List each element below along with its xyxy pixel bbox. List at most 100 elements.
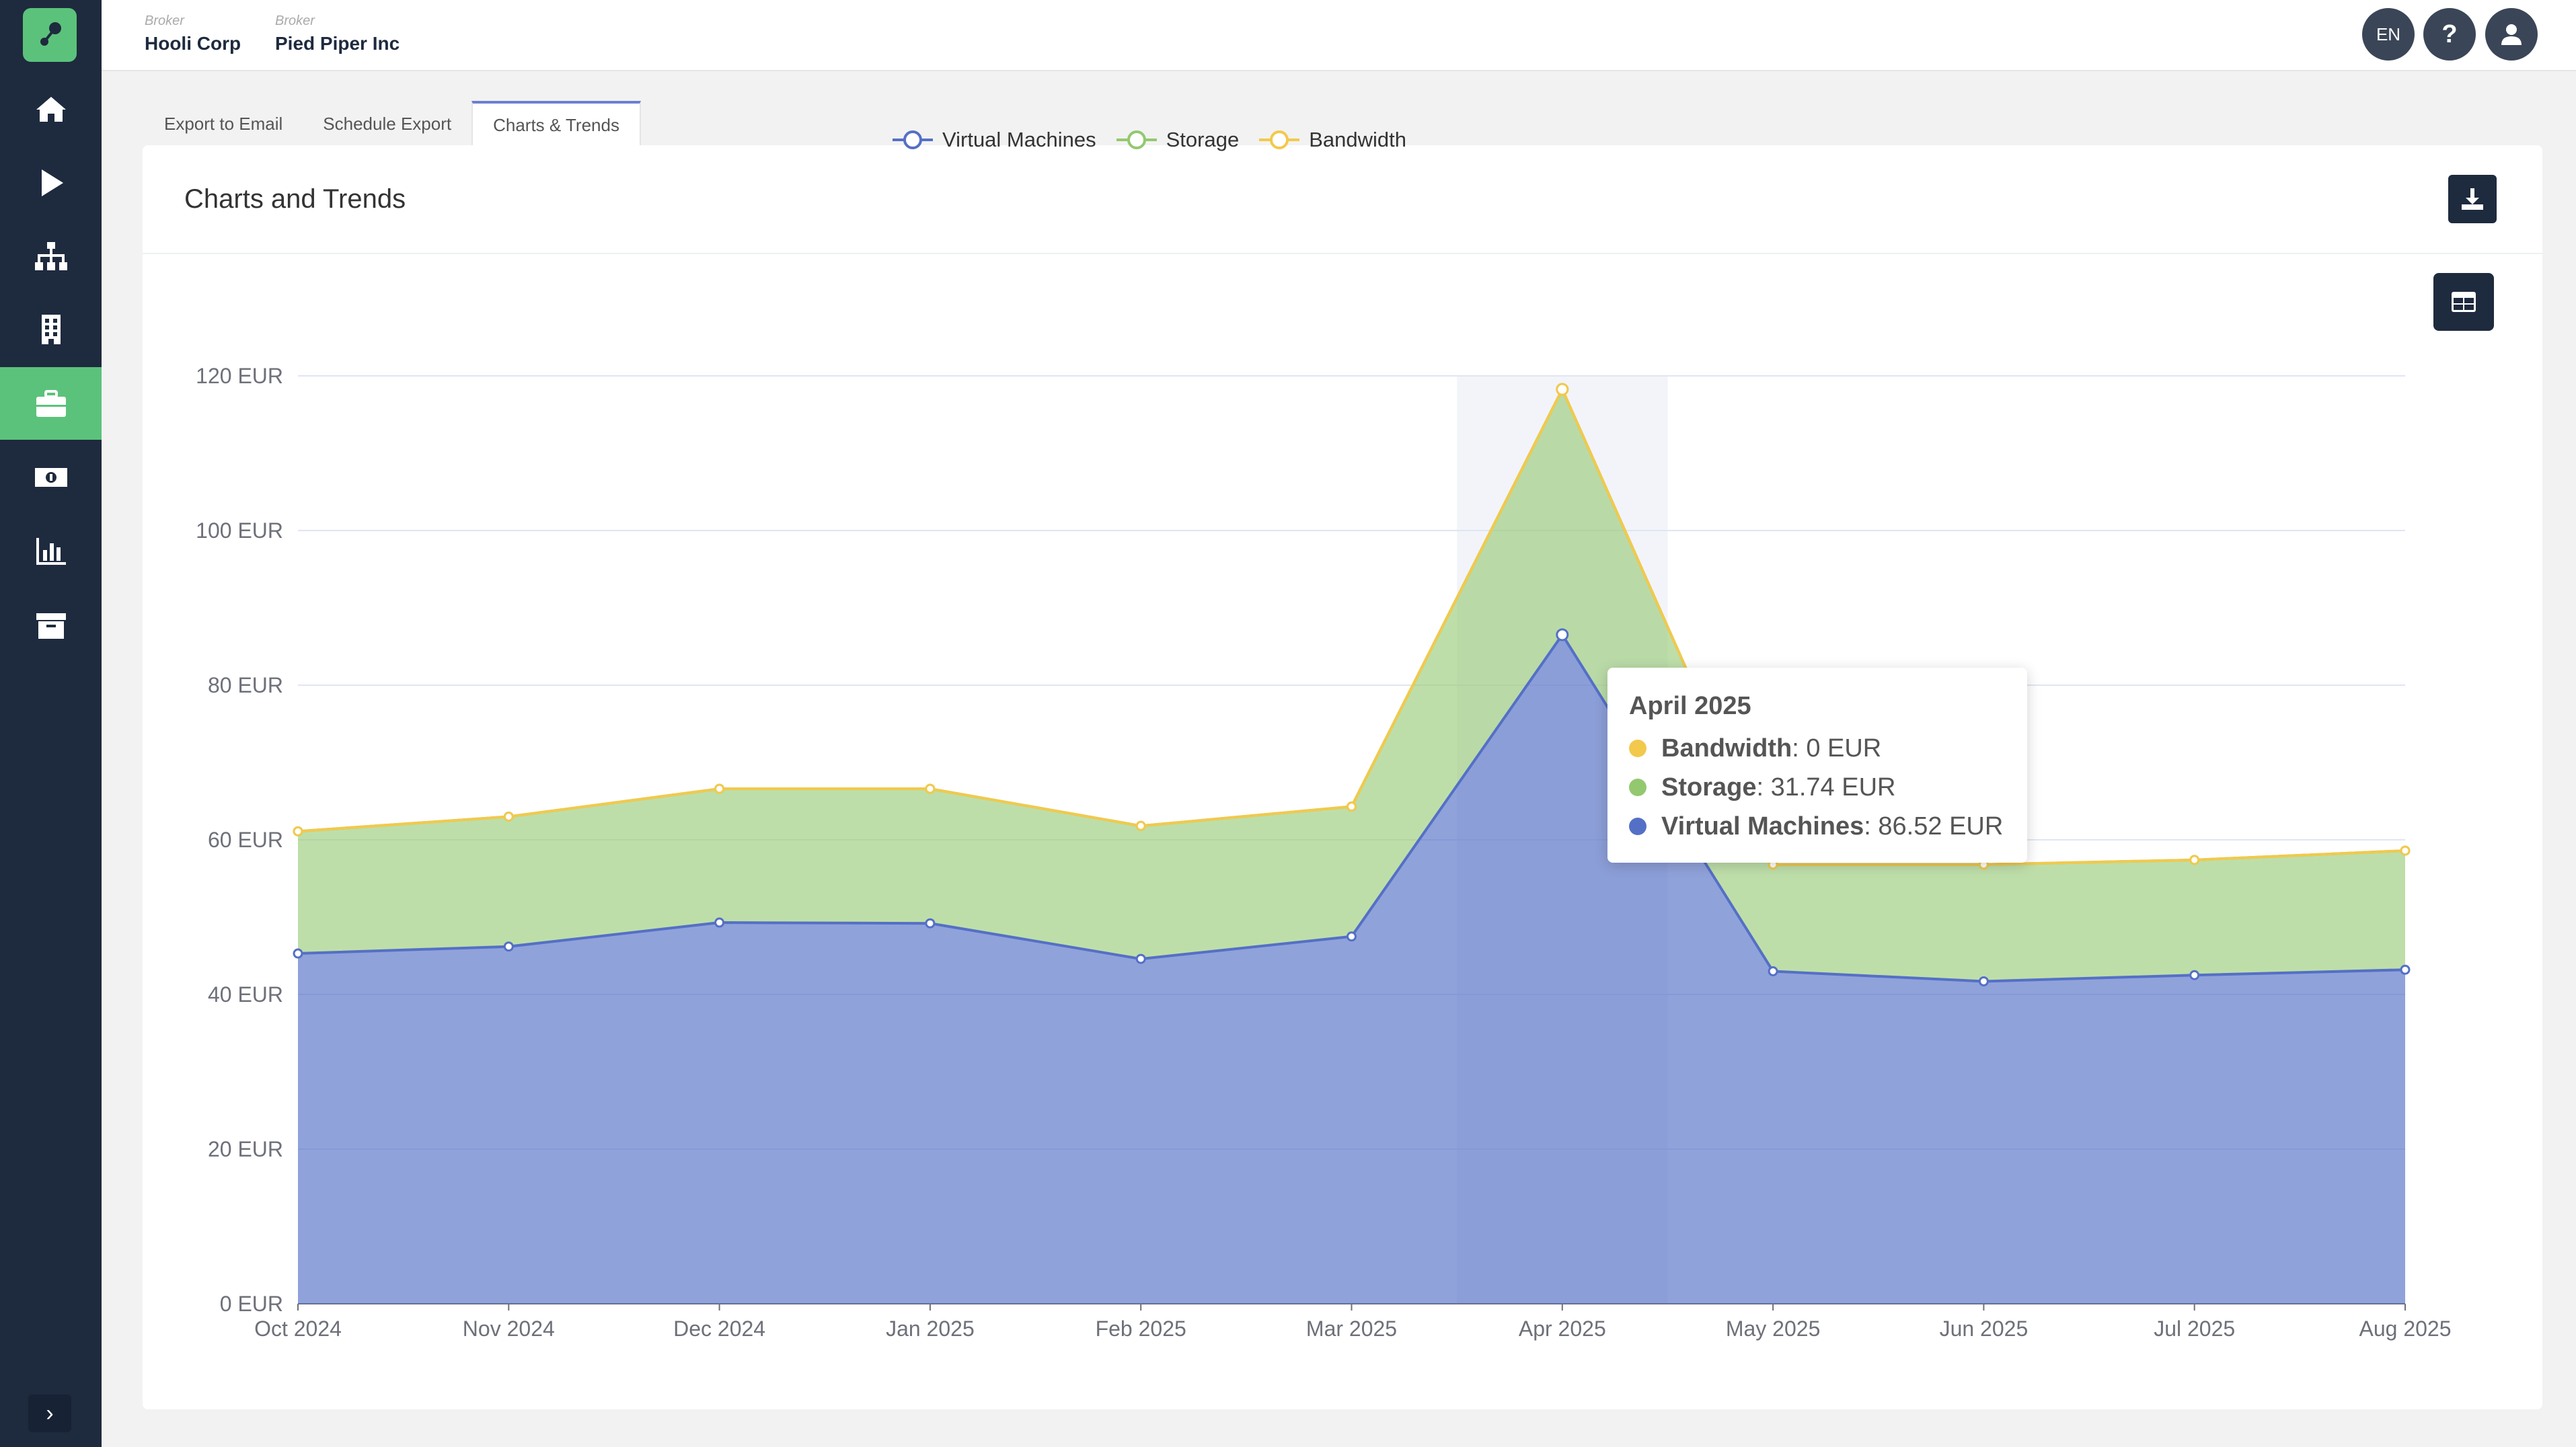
x-tick-label: Mar 2025	[1306, 1317, 1397, 1341]
tooltip-value: : 86.52 EUR	[1864, 812, 2004, 840]
collapse-sidebar-button[interactable]: ›	[28, 1395, 71, 1432]
legend-item-virtual-machines[interactable]: Virtual Machines	[891, 126, 1096, 153]
logo-icon	[40, 22, 61, 46]
sidebar: ›	[0, 0, 102, 1447]
sidebar-item-building[interactable]	[0, 293, 102, 366]
x-tick-label: Aug 2025	[2359, 1317, 2451, 1341]
point-virtual-machines	[2400, 964, 2411, 975]
sidebar-item-archive[interactable]	[0, 589, 102, 662]
sidebar-item-money[interactable]	[0, 441, 102, 514]
legend-label: Virtual Machines	[942, 128, 1096, 151]
legend-item-bandwidth[interactable]: Bandwidth	[1258, 126, 1406, 153]
point-bandwidth	[1347, 801, 1357, 812]
download-icon	[2462, 188, 2483, 210]
area-bandwidth	[298, 389, 2405, 865]
y-tick-label: 0 EUR	[220, 1292, 283, 1316]
point-virtual-machines	[925, 918, 936, 929]
tooltip-series-name: Virtual Machines	[1661, 812, 1864, 840]
x-tick-label: Apr 2025	[1519, 1317, 1606, 1341]
point-virtual-machines	[1978, 976, 1989, 986]
panel-title: Charts and Trends	[184, 184, 406, 214]
tooltip-dot	[1629, 779, 1646, 796]
y-tick-label: 80 EUR	[208, 673, 283, 697]
export-tabs: Export to Email Schedule Export Charts &…	[144, 101, 641, 145]
play-icon	[41, 169, 63, 196]
table-view-button[interactable]	[2433, 273, 2494, 331]
stacked-area-chart: 0 EUR 20 EUR 40 EUR 60 EUR 80 EUR 100 EUR 120 …	[196, 364, 2451, 1341]
y-tick-label: 20 EUR	[208, 1137, 283, 1161]
x-tick-label: Oct 2024	[254, 1317, 342, 1341]
sitemap-icon	[34, 242, 67, 270]
sidebar-item-play[interactable]	[0, 147, 102, 219]
point-virtual-machines	[2189, 970, 2200, 980]
x-tick-label: Jun 2025	[1940, 1317, 2029, 1341]
y-tick-label: 60 EUR	[208, 828, 283, 852]
point-bandwidth	[714, 783, 725, 794]
tooltip-value: : 31.74 EUR	[1756, 773, 1896, 801]
breadcrumb-caption: Broker	[145, 13, 184, 28]
user-icon	[2501, 24, 2522, 45]
y-tick-label: 100 EUR	[196, 518, 283, 543]
language-button[interactable]: EN	[2362, 8, 2415, 61]
download-button[interactable]	[2448, 175, 2497, 223]
bar-chart-icon	[36, 538, 66, 565]
line-storage	[297, 386, 2406, 866]
home-icon	[36, 97, 66, 122]
building-icon	[41, 315, 61, 344]
point-virtual-machines	[293, 948, 303, 959]
chart-tooltip: April 2025 Bandwidth: 0 EUR Storage: 31.…	[1607, 668, 2027, 863]
tooltip-dot	[1629, 818, 1646, 835]
briefcase-icon	[36, 390, 66, 417]
breadcrumb-caption: Broker	[275, 13, 315, 28]
language-label: EN	[2376, 24, 2401, 44]
breadcrumb-broker-2[interactable]: Broker Pied Piper Inc	[275, 13, 400, 54]
help-button[interactable]: ?	[2423, 8, 2476, 61]
legend-item-storage[interactable]: Storage	[1115, 126, 1239, 153]
tab-export-to-email[interactable]: Export to Email	[164, 114, 283, 134]
money-icon	[34, 468, 67, 487]
y-tick-label: 120 EUR	[196, 364, 283, 388]
breadcrumb-broker-1[interactable]: Broker Hooli Corp	[145, 13, 241, 54]
tooltip-title: April 2025	[1629, 692, 1751, 720]
point-virtual-machines	[1135, 953, 1146, 964]
point-virtual-machines	[714, 917, 725, 928]
point-bandwidth	[1556, 383, 1569, 396]
top-header: Broker Hooli Corp Broker Pied Piper Inc …	[102, 0, 2576, 71]
table-icon	[2452, 292, 2476, 312]
legend-label: Bandwidth	[1309, 128, 1406, 151]
sidebar-item-reports[interactable]	[0, 515, 102, 588]
sidebar-item-home[interactable]	[0, 73, 102, 145]
point-bandwidth	[2400, 845, 2411, 856]
x-tick-label: Jul 2025	[2154, 1317, 2235, 1341]
sidebar-item-briefcase[interactable]	[0, 367, 102, 440]
tooltip-series-name: Storage	[1661, 773, 1757, 801]
app-logo[interactable]	[23, 8, 77, 62]
point-virtual-machines	[1556, 628, 1569, 641]
point-bandwidth	[503, 812, 514, 822]
archive-icon	[36, 613, 66, 639]
area-storage	[298, 389, 2405, 982]
tooltip-value: : 0 EUR	[1792, 734, 1882, 762]
tooltip-row-storage: Storage: 31.74 EUR	[1629, 768, 2006, 807]
chart-legend: Virtual Machines Storage Bandwidth	[891, 126, 1406, 153]
point-bandwidth	[1135, 820, 1146, 831]
y-tick-label: 40 EUR	[208, 982, 283, 1007]
tooltip-row-bandwidth: Bandwidth: 0 EUR	[1629, 729, 2006, 768]
breadcrumb-name: Pied Piper Inc	[275, 33, 400, 54]
x-tick-label: May 2025	[1726, 1317, 1821, 1341]
tab-charts-trends[interactable]: Charts & Trends	[471, 101, 641, 145]
tooltip-row-virtual-machines: Virtual Machines: 86.52 EUR	[1629, 807, 2006, 846]
sidebar-item-sitemap[interactable]	[0, 221, 102, 293]
x-tick-label: Jan 2025	[886, 1317, 975, 1341]
user-menu-button[interactable]	[2485, 8, 2538, 61]
point-bandwidth	[293, 826, 303, 836]
x-tick-label: Feb 2025	[1096, 1317, 1186, 1341]
legend-marker-icon	[1116, 130, 1157, 149]
x-tick-label: Nov 2024	[463, 1317, 555, 1341]
panel-divider	[143, 253, 2542, 254]
breadcrumb-name: Hooli Corp	[145, 33, 241, 54]
point-virtual-machines	[503, 941, 514, 952]
point-virtual-machines	[1768, 966, 1778, 976]
tooltip-dot	[1629, 740, 1646, 757]
tab-schedule-export[interactable]: Schedule Export	[323, 114, 452, 134]
